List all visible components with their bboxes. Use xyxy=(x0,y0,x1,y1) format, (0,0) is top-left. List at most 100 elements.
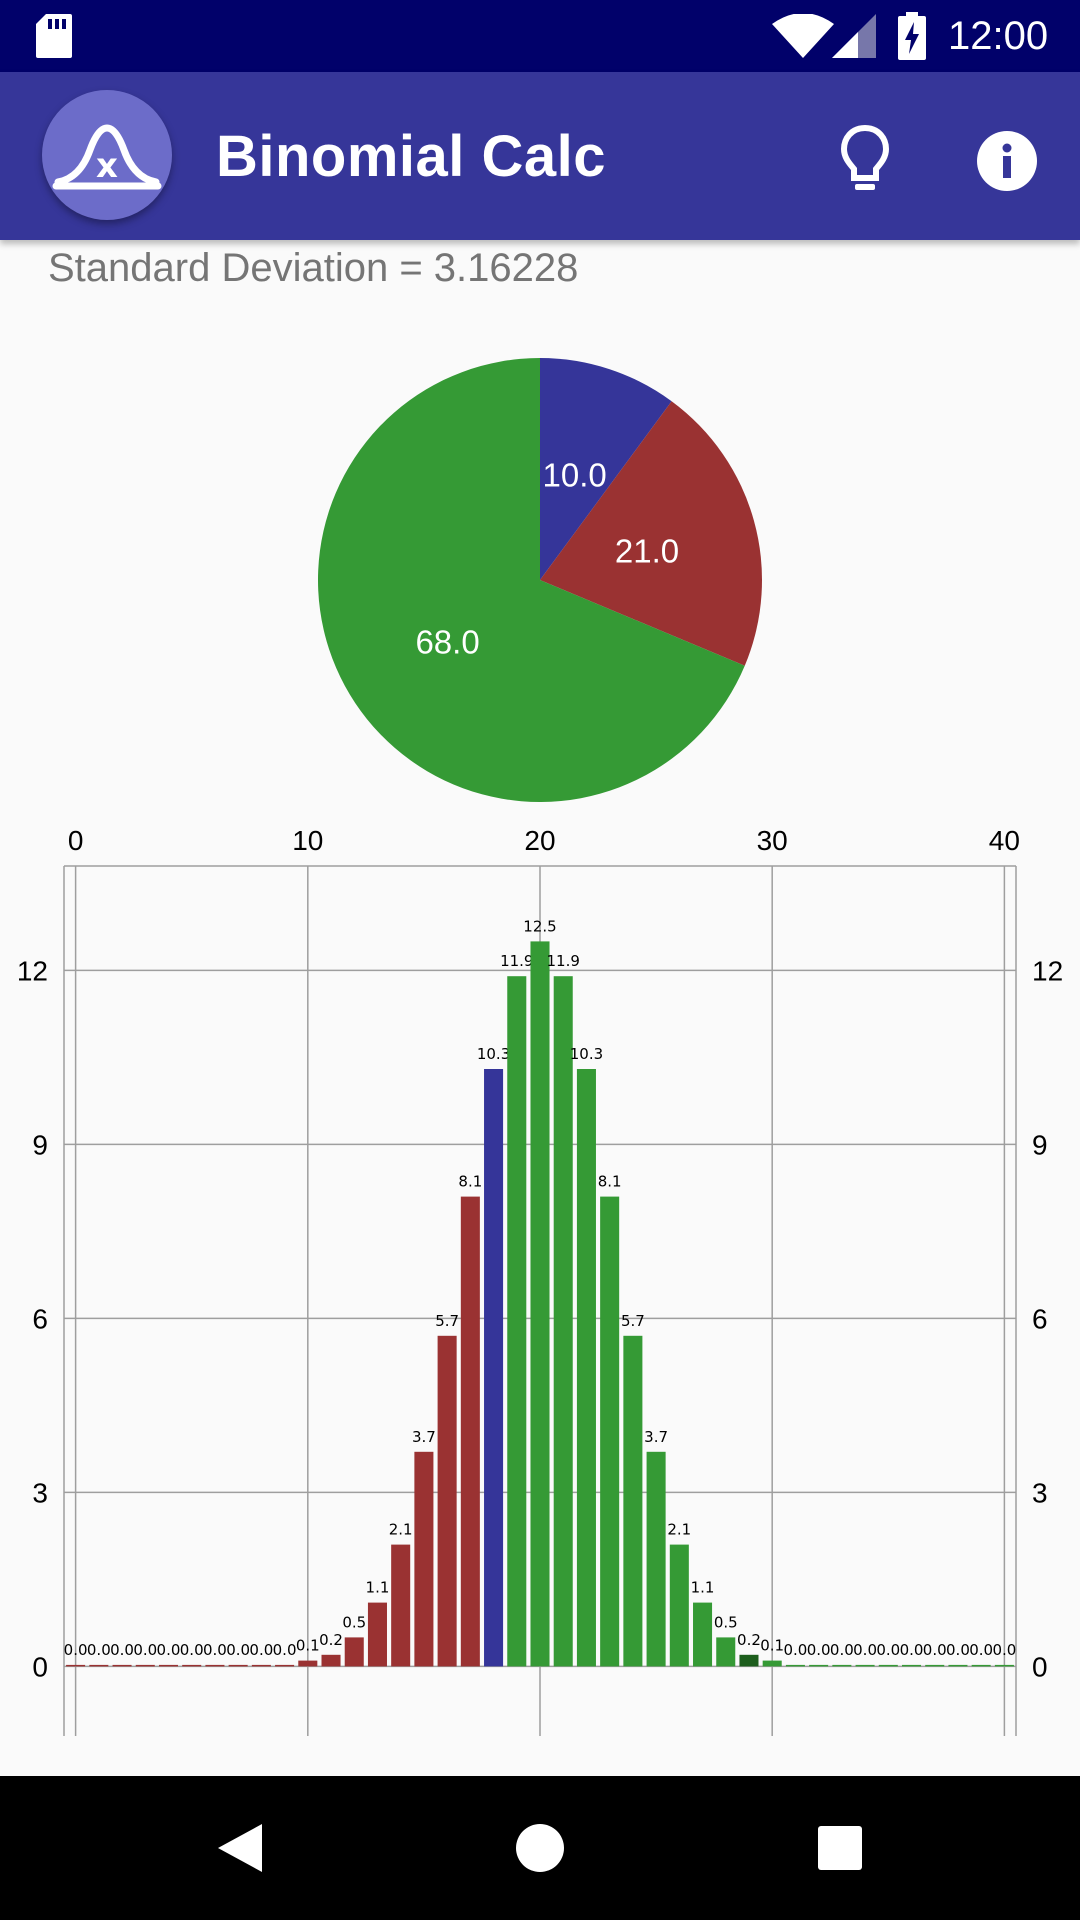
bar-value-label-0: 0.0 xyxy=(64,1641,88,1659)
bar-28 xyxy=(716,1637,736,1667)
bar-16 xyxy=(437,1335,457,1667)
pie-slice-0 xyxy=(540,358,672,580)
bar-value-label-10: 0.1 xyxy=(296,1637,320,1655)
back-button[interactable] xyxy=(200,1808,280,1888)
bar-6 xyxy=(205,1664,225,1667)
bar-24 xyxy=(623,1335,643,1667)
bar-15 xyxy=(414,1451,434,1667)
bar-36 xyxy=(901,1664,922,1667)
x-tick-label-1: 10 xyxy=(292,825,323,856)
y-tick-label-left-1: 3 xyxy=(32,1477,48,1508)
bar-13 xyxy=(367,1602,387,1667)
bar-value-label-27: 1.1 xyxy=(691,1579,715,1597)
y-tick-label-right-2: 6 xyxy=(1032,1303,1048,1334)
lightbulb-icon xyxy=(840,124,890,190)
bar-value-label-7: 0.0 xyxy=(226,1641,250,1659)
bar-30 xyxy=(762,1660,782,1667)
bar-value-label-38: 0.0 xyxy=(946,1641,970,1659)
battery-charging-icon xyxy=(898,12,926,60)
bar-40 xyxy=(994,1664,1014,1667)
info-button[interactable] xyxy=(964,118,1050,204)
bar-27 xyxy=(693,1602,713,1667)
bar-22 xyxy=(576,1069,596,1667)
bar-18 xyxy=(484,1069,504,1667)
bar-2 xyxy=(112,1664,132,1667)
bar-value-label-3: 0.0 xyxy=(133,1641,157,1659)
status-time: 12:00 xyxy=(948,14,1049,58)
sd-card-icon xyxy=(36,14,72,58)
bar-value-label-24: 5.7 xyxy=(621,1312,645,1330)
pie-slice-label-2: 68.0 xyxy=(415,623,479,660)
bar-37 xyxy=(925,1664,945,1667)
bar-8 xyxy=(251,1664,271,1667)
status-bar: 12:00 xyxy=(0,0,1080,72)
bar-32 xyxy=(809,1664,829,1667)
navigation-bar xyxy=(0,1776,1080,1920)
signal-icon xyxy=(832,14,876,58)
bar-value-label-1: 0.0 xyxy=(87,1641,111,1659)
bar-value-label-15: 3.7 xyxy=(412,1428,436,1446)
bar-value-label-34: 0.0 xyxy=(853,1641,877,1659)
y-tick-label-right-1: 3 xyxy=(1032,1477,1048,1508)
bar-value-label-12: 0.5 xyxy=(342,1613,366,1631)
bar-5 xyxy=(182,1664,202,1667)
bar-value-label-29: 0.2 xyxy=(737,1631,761,1649)
bar-value-label-25: 3.7 xyxy=(644,1428,668,1446)
bar-25 xyxy=(646,1451,666,1667)
x-tick-label-4: 40 xyxy=(989,825,1020,856)
bar-17 xyxy=(460,1196,480,1667)
bar-value-label-20: 12.5 xyxy=(523,917,556,935)
bar-value-label-6: 0.0 xyxy=(203,1641,227,1659)
bar-35 xyxy=(878,1664,898,1667)
bar-39 xyxy=(971,1664,991,1667)
bar-value-label-30: 0.1 xyxy=(760,1637,784,1655)
bar-value-label-13: 1.1 xyxy=(366,1579,390,1597)
bar-29 xyxy=(739,1654,759,1667)
y-tick-label-right-0: 0 xyxy=(1032,1651,1048,1682)
recents-button[interactable] xyxy=(800,1808,880,1888)
hint-button[interactable] xyxy=(822,118,908,204)
back-triangle-icon xyxy=(218,1824,262,1872)
home-circle-icon xyxy=(516,1824,564,1872)
bar-19 xyxy=(507,976,527,1667)
bar-31 xyxy=(785,1664,805,1667)
bar-value-label-35: 0.0 xyxy=(876,1641,900,1659)
x-tick-label-3: 30 xyxy=(757,825,788,856)
wifi-icon xyxy=(772,14,834,58)
bar-12 xyxy=(344,1637,364,1667)
bar-value-label-31: 0.0 xyxy=(783,1641,807,1659)
bar-value-label-19: 11.9 xyxy=(500,952,533,970)
bar-21 xyxy=(553,976,573,1667)
bar-value-label-21: 11.9 xyxy=(547,952,580,970)
bar-value-label-22: 10.3 xyxy=(570,1045,603,1063)
bell-curve-icon: x xyxy=(52,124,162,190)
bar-value-label-11: 0.2 xyxy=(319,1631,343,1649)
x-tick-label-0: 0 xyxy=(68,825,84,856)
bar-1 xyxy=(89,1664,109,1667)
bar-20 xyxy=(530,941,550,1667)
bar-11 xyxy=(321,1654,341,1667)
standard-deviation-text: Standard Deviation = 3.16228 xyxy=(48,246,579,290)
y-tick-label-left-0: 0 xyxy=(32,1651,48,1682)
home-button[interactable] xyxy=(500,1808,580,1888)
recents-square-icon xyxy=(818,1826,862,1870)
bar-value-label-32: 0.0 xyxy=(807,1641,831,1659)
y-tick-label-right-4: 12 xyxy=(1032,955,1063,986)
bar-0 xyxy=(66,1664,86,1667)
bar-7 xyxy=(228,1664,248,1667)
bar-23 xyxy=(600,1196,620,1667)
distribution-bar-chart: 0 10 20 30 400 03 36 69 912 120.0 0.0 0.0 0.0 0.0 0.0 0… xyxy=(17,825,1063,1736)
pie-slice-label-1: 21.0 xyxy=(615,532,679,569)
bar-33 xyxy=(832,1664,852,1667)
app-title: Binomial Calc xyxy=(216,124,607,189)
bar-value-label-18: 10.3 xyxy=(477,1045,510,1063)
y-tick-label-right-3: 9 xyxy=(1032,1129,1048,1160)
bar-4 xyxy=(158,1664,179,1667)
bar-34 xyxy=(855,1664,875,1667)
y-tick-label-left-4: 12 xyxy=(17,955,48,986)
bar-value-label-40: 0.0 xyxy=(992,1641,1016,1659)
info-icon xyxy=(977,131,1037,191)
bar-14 xyxy=(391,1544,411,1667)
bar-value-label-4: 0.0 xyxy=(157,1641,181,1659)
bar-value-label-37: 0.0 xyxy=(923,1641,947,1659)
